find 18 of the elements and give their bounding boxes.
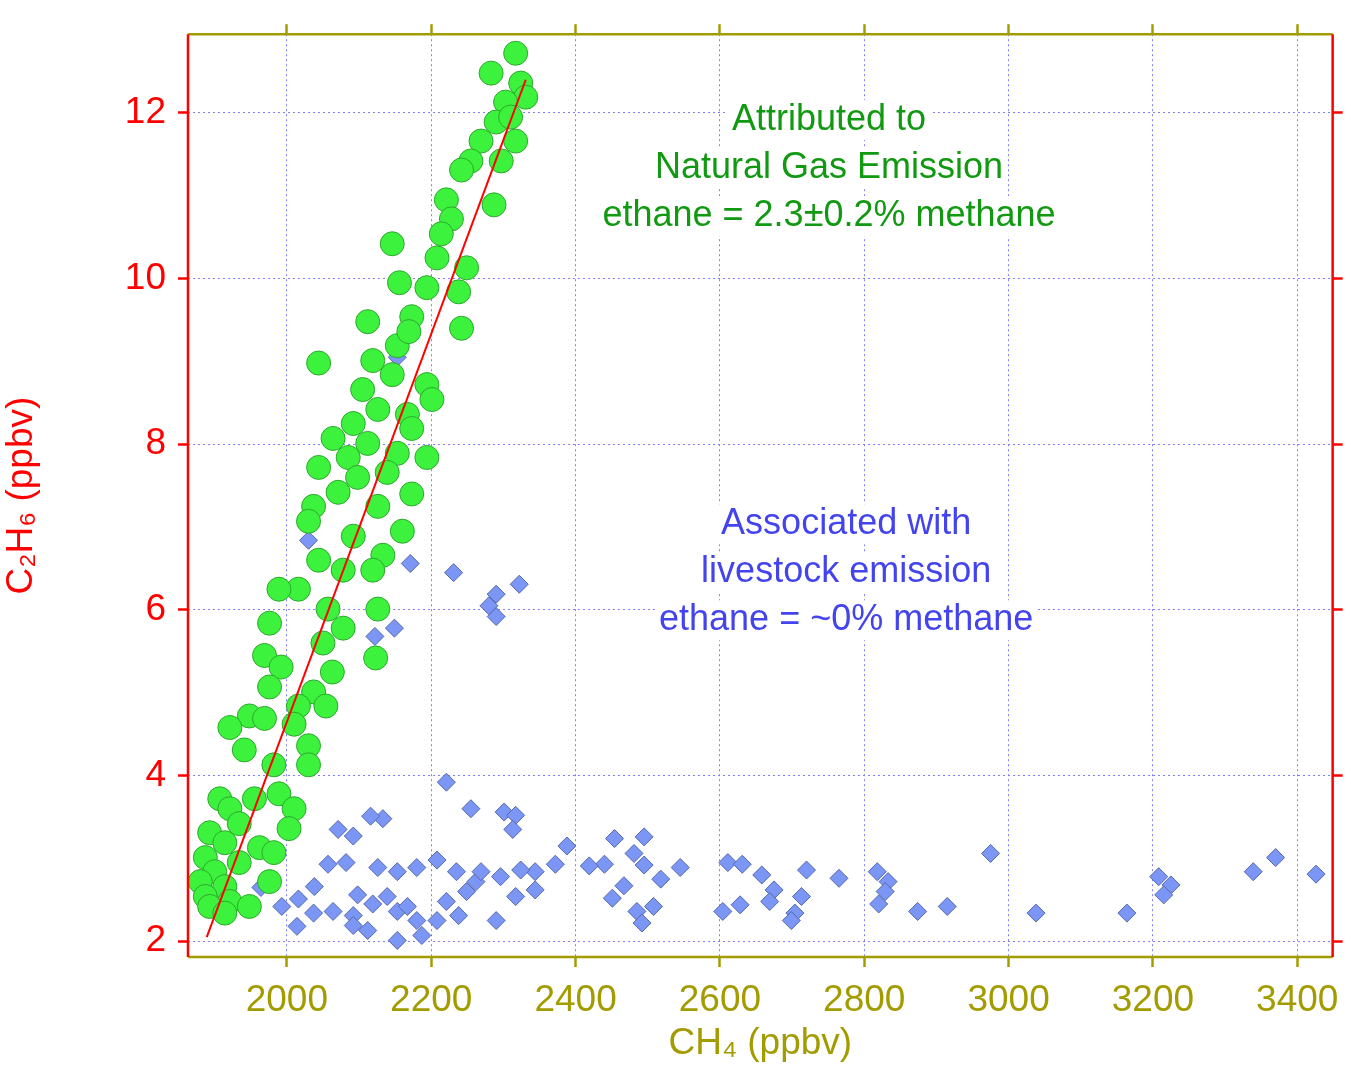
y-tick-label: 10 bbox=[124, 255, 166, 297]
x-tick-label: 2000 bbox=[245, 978, 329, 1020]
y-tick-label: 12 bbox=[124, 90, 166, 132]
x-tick-label: 2600 bbox=[678, 978, 762, 1020]
y-tick-label: 6 bbox=[145, 587, 166, 629]
annotation: Attributed to Natural Gas Emission ethane = 2.3±0.2% methane bbox=[602, 96, 1056, 234]
x-tick-label: 2400 bbox=[534, 978, 617, 1020]
x-tick-label: 2200 bbox=[390, 978, 473, 1020]
annotation: Associated with livestock emission ethane = ~0% methane bbox=[659, 501, 1034, 639]
y-tick-label: 8 bbox=[145, 421, 166, 463]
y-axis-title: C₂H₆ (ppbv) bbox=[0, 396, 41, 595]
y-tick-label: 2 bbox=[145, 918, 166, 960]
x-tick-label: 2800 bbox=[823, 978, 906, 1020]
x-axis-title: CH₄ (ppbv) bbox=[668, 1021, 853, 1062]
x-tick-label: 3000 bbox=[967, 978, 1050, 1020]
x-tick-label: 3200 bbox=[1111, 978, 1195, 1020]
y-tick-label: 4 bbox=[145, 752, 166, 794]
x-tick-label: 3400 bbox=[1256, 978, 1339, 1020]
